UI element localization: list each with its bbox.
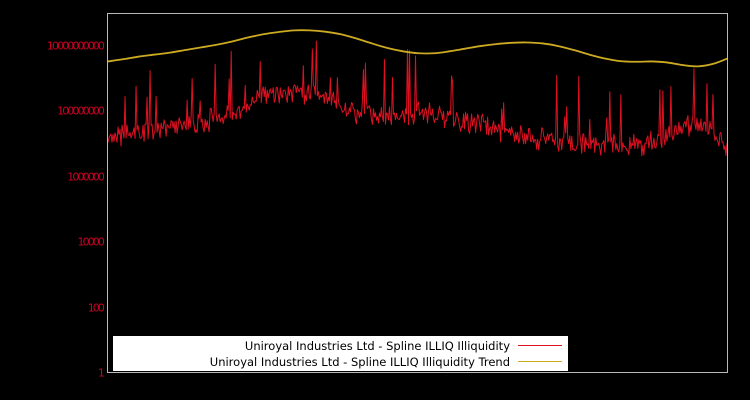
y-tick-label: 10000: [77, 235, 105, 249]
plot-svg: [108, 29, 727, 157]
y-axis-tick-labels: 1 100 10000 1000000 100000000 10000000000: [0, 0, 105, 400]
legend-entry[interactable]: Uniroyal Industries Ltd - Spline ILLIQ I…: [113, 338, 562, 354]
legend-entry[interactable]: Uniroyal Industries Ltd - Spline ILLIQ I…: [113, 354, 562, 370]
series-line-2: [108, 29, 727, 68]
y-tick-label: 100: [87, 301, 105, 315]
chart-legend: Uniroyal Industries Ltd - Spline ILLIQ I…: [113, 336, 568, 371]
y-tick-label: 100000000: [57, 104, 105, 118]
series-layer: [108, 29, 727, 157]
y-tick-label: 1: [97, 366, 105, 380]
legend-label: Uniroyal Industries Ltd - Spline ILLIQ I…: [244, 338, 510, 353]
plot-area: [107, 13, 728, 373]
legend-color-swatch: [518, 345, 562, 346]
y-tick-label: 10000000000: [46, 39, 105, 53]
legend-label: Uniroyal Industries Ltd - Spline ILLIQ I…: [209, 354, 510, 369]
legend-color-swatch: [518, 361, 562, 362]
y-tick-label: 1000000: [67, 170, 105, 184]
series-line-1: [108, 40, 727, 157]
